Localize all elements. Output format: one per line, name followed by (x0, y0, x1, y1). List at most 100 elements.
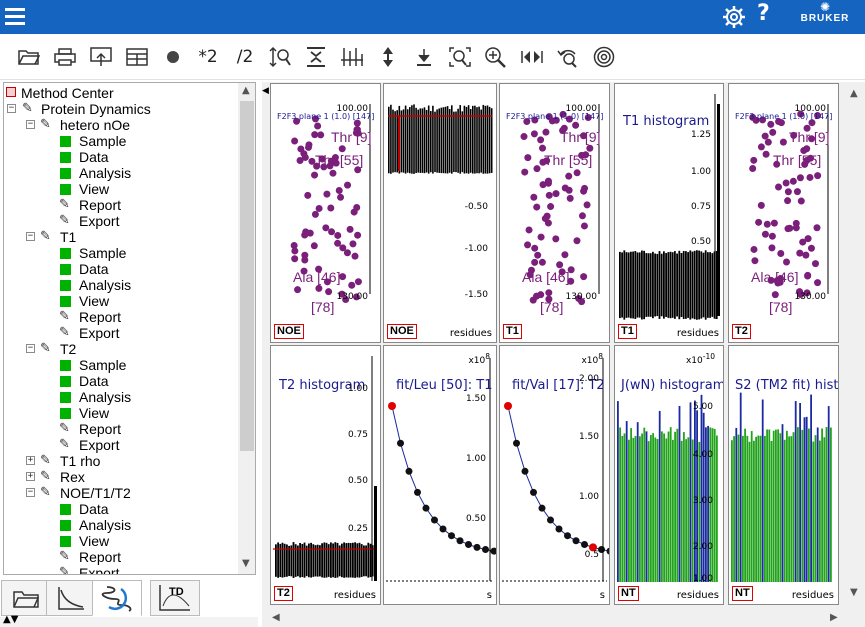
tree-step-view[interactable]: View (79, 293, 110, 309)
panel-bottom-2[interactable]: fit/Val [17]: T2 x108 2.00 1.50 1.00 0.5 s (499, 345, 610, 605)
tree-step-sample[interactable]: Sample (79, 133, 127, 149)
tree-section-label[interactable]: hetero nOe (60, 117, 131, 133)
peak-marker (538, 258, 546, 266)
tree-section-label[interactable]: NOE/T1/T2 (60, 485, 131, 501)
tree-toggle-1[interactable]: − (26, 231, 35, 241)
tree-step-export[interactable]: Export (79, 437, 120, 453)
panel-tag: T1 (618, 324, 637, 339)
pencil-icon: ✎ (59, 213, 70, 228)
print-icon[interactable] (52, 45, 78, 69)
full-range-icon[interactable] (519, 45, 545, 69)
bar (658, 251, 661, 319)
panel-bottom-0[interactable]: T2 histogram 1.00 0.75 0.50 0.25 residues T2 (270, 345, 381, 605)
zoom-box-icon[interactable] (447, 45, 473, 69)
target-icon[interactable] (591, 45, 617, 69)
tree-section-label[interactable]: T1 (60, 229, 77, 245)
peak-marker (342, 296, 350, 304)
vertical-shift-icon[interactable] (375, 45, 401, 69)
data-point (388, 402, 396, 410)
tree-step-view[interactable]: View (79, 533, 110, 549)
scroll-down-icon[interactable]: ▼ (242, 558, 250, 569)
tree-scrollbar[interactable]: ▲ ▼ (238, 83, 255, 574)
panel-scroll-down-icon[interactable]: ▼ (850, 587, 858, 598)
download-arrow-icon[interactable] (411, 45, 437, 69)
tree-toggle-3[interactable]: + (26, 455, 35, 465)
panel-vertical-scrollbar[interactable]: ▲ ▼ (845, 82, 865, 612)
tree-step-export[interactable]: Export (79, 213, 120, 229)
tree-step-analysis[interactable]: Analysis (79, 517, 132, 533)
zoom-in-icon[interactable] (483, 45, 509, 69)
scroll-up-icon[interactable]: ▲ (242, 85, 250, 96)
peak-marker (793, 188, 801, 196)
side-collapse-icon[interactable]: ◀ (262, 86, 269, 96)
tree-step-report[interactable]: Report (79, 197, 122, 213)
peak-marker (301, 256, 309, 264)
tree-step-data[interactable]: Data (79, 373, 109, 389)
tree-step-export[interactable]: Export (79, 325, 120, 341)
tree-scroll-thumb[interactable] (240, 101, 254, 451)
help-button[interactable]: ? (757, 1, 770, 26)
bar (444, 106, 447, 174)
tree-step-view[interactable]: View (79, 181, 110, 197)
tree-step-report[interactable]: Report (79, 421, 122, 437)
tree-toggle-5[interactable]: − (26, 487, 35, 497)
tick-label: 130.00 (565, 292, 598, 302)
tree-step-sample[interactable]: Sample (79, 245, 127, 261)
tree-section-label[interactable]: Rex (60, 469, 85, 485)
tree-toggle-4[interactable]: + (26, 471, 35, 481)
panel-bottom-1[interactable]: fit/Leu [50]: T1 x108 1.50 1.00 0.50 s (383, 345, 497, 605)
tree-step-analysis[interactable]: Analysis (79, 165, 132, 181)
tree-group-label[interactable]: Protein Dynamics (41, 101, 151, 117)
menu-icon[interactable] (5, 8, 25, 25)
layout-grid-icon[interactable] (124, 45, 150, 69)
peak-marker (304, 191, 312, 199)
export-spectrum-icon[interactable] (88, 45, 114, 69)
peak-label: Thr [9] (789, 129, 830, 145)
bar (436, 109, 438, 173)
bar (486, 105, 489, 174)
open-folder-icon[interactable] (16, 45, 42, 69)
tree-step-data[interactable]: Data (79, 149, 109, 165)
panel-top-1[interactable]: -0.50 -1.00 -1.50 residues NOE (383, 83, 497, 343)
fit-tab[interactable] (46, 580, 96, 616)
vertical-zoom-icon[interactable] (267, 45, 293, 69)
panel-bottom-4[interactable]: S2 (TM2 fit) histogram residues NT (728, 345, 839, 605)
tree-section-label[interactable]: T2 (60, 341, 77, 357)
scale-up-button[interactable]: *2 (198, 47, 218, 67)
panel-top-0[interactable]: F2F3 plane 1 (1.0) [147] 100.00 130.00 Thr … (270, 83, 381, 343)
fit-vertical-icon[interactable] (303, 45, 329, 69)
scroll-right-icon[interactable]: ▶ (830, 612, 838, 623)
tree-step-sample[interactable]: Sample (79, 357, 127, 373)
tree-step-data[interactable]: Data (79, 501, 109, 517)
tree-step-report[interactable]: Report (79, 309, 122, 325)
collapse-arrows-icon[interactable]: ▲▼ (3, 614, 19, 625)
panel-top-4[interactable]: F2F3 plane 1 (1.0) [147] 100.00 130.00 Thr … (728, 83, 839, 343)
panel-top-2[interactable]: F2F3 plane 1 (1.0) [147] 100.00 130.00 Thr … (499, 83, 610, 343)
tree-toggle-0[interactable]: − (26, 119, 35, 129)
tree-step-export[interactable]: Export (79, 565, 120, 575)
zoom-undo-icon[interactable] (555, 45, 581, 69)
tree-step-analysis[interactable]: Analysis (79, 277, 132, 293)
tree-step-view[interactable]: View (79, 405, 110, 421)
panel-scroll-up-icon[interactable]: ▲ (850, 88, 858, 99)
tree-step-analysis[interactable]: Analysis (79, 389, 132, 405)
tree-collapse-protein-dynamics[interactable]: − (7, 103, 16, 113)
tree-step-report[interactable]: Report (79, 549, 122, 565)
open-tab[interactable] (1, 580, 51, 616)
panel-horizontal-scrollbar[interactable]: ◀ ▶ (262, 611, 865, 627)
scale-down-button[interactable]: /2 (236, 47, 254, 67)
bar (448, 109, 451, 173)
dynamics-tab[interactable] (92, 580, 142, 616)
td-tab[interactable]: TD (150, 580, 200, 616)
record-dot-icon[interactable] (160, 45, 186, 69)
gear-icon[interactable] (722, 5, 746, 29)
all-spectra-scale-icon[interactable] (339, 45, 365, 69)
scroll-left-icon[interactable]: ◀ (272, 612, 280, 623)
tree-section-label[interactable]: T1 rho (60, 453, 101, 469)
tree-step-data[interactable]: Data (79, 261, 109, 277)
panel-top-3[interactable]: T1 histogram 1.25 1.00 0.75 0.50 residues T1 (614, 83, 724, 343)
panel-bottom-3[interactable]: J(wN) histogram x10-10 5.00 4.00 3.00 2.00 1.0… (614, 345, 724, 605)
tree-root-label[interactable]: Method Center (21, 85, 114, 101)
tree-toggle-2[interactable]: − (26, 343, 35, 353)
panel-title: S2 (TM2 fit) histogram (735, 378, 839, 393)
